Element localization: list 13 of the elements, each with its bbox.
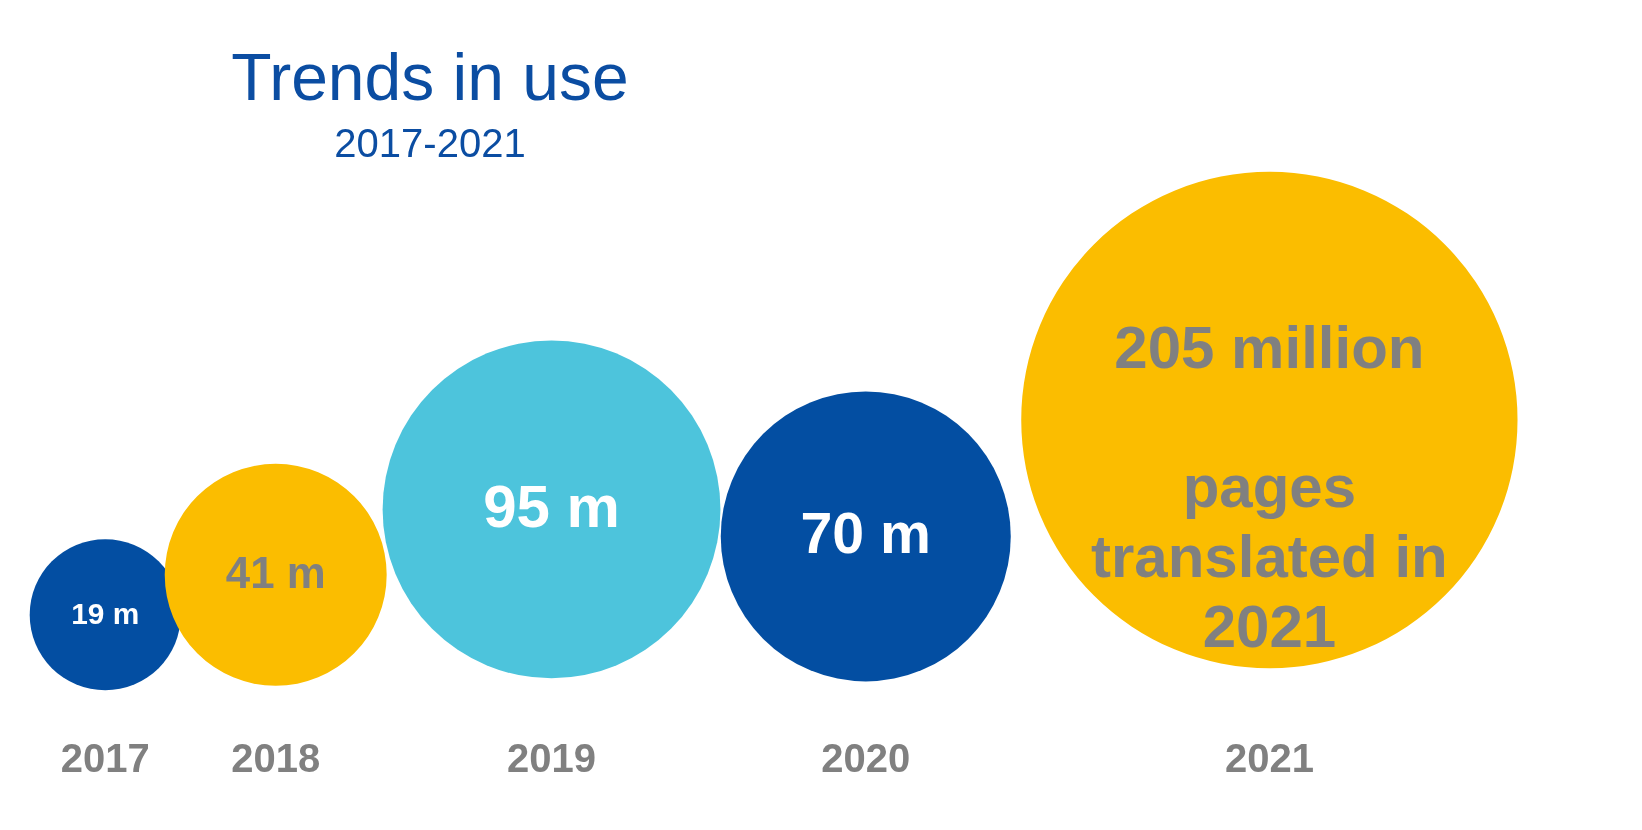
data-label: 205 million	[1114, 314, 1425, 381]
data-label: 70 m	[800, 501, 932, 566]
data-label: 19 m	[71, 596, 140, 630]
category-label: 2021	[1224, 736, 1314, 780]
category-label: 2019	[507, 736, 597, 780]
data-label: 41 m	[225, 547, 326, 597]
category-label: 2018	[231, 736, 321, 780]
text: pages translated in 2021	[1091, 453, 1448, 660]
category-label: 2020	[821, 736, 911, 780]
text: 2017-2021	[334, 121, 526, 165]
category-label: 2017	[60, 736, 150, 780]
text: Trends in use	[231, 40, 629, 114]
data-label: 95 m	[483, 473, 620, 541]
